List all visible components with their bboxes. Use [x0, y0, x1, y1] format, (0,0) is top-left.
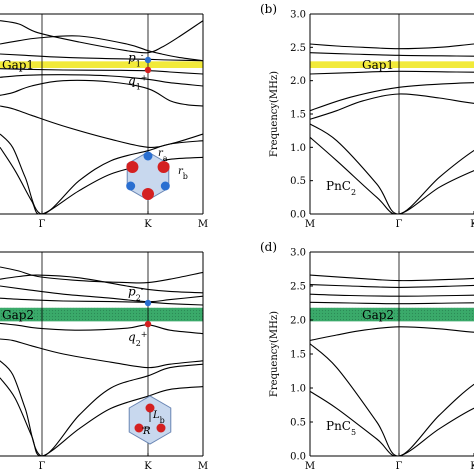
structure-label: PnC5	[326, 419, 356, 437]
panel-d: M Γ K 0.0 0.5 1.0 1.5 2.0 2.5 3.0 Frequency(MHz) (d…	[260, 240, 474, 472]
panel-c: Γ K M Gap2 p2- q2+ LbR	[0, 251, 208, 472]
y-tick-label: 2.0	[290, 316, 306, 327]
band-line-4	[310, 93, 474, 120]
gap-band	[310, 61, 474, 68]
gap-band	[310, 307, 474, 322]
trimer-scatterer	[156, 423, 166, 433]
band-line-6	[0, 360, 203, 456]
band-line-3	[0, 68, 203, 75]
trimer-scatterer	[134, 423, 144, 433]
band-line-2	[310, 293, 474, 297]
band-line-3	[310, 82, 474, 112]
large-scatterer	[142, 188, 154, 200]
mode-annotation: q1+	[128, 73, 147, 91]
band-line-1	[310, 52, 474, 57]
panel-b: M Γ K 0.0 0.5 1.0 1.5 2.0 2.5 3.0 Frequency(MHz) (b…	[260, 2, 474, 230]
trimer-scatterer	[145, 403, 155, 413]
band-line-6	[0, 105, 203, 148]
band-line-7	[0, 377, 203, 456]
panel-label: (b)	[260, 2, 277, 16]
y-tick-label: 1.5	[290, 350, 306, 361]
band-line-7	[0, 133, 203, 214]
band-line-3	[310, 301, 474, 305]
y-tick-label: 3.0	[290, 248, 306, 259]
gap-label: Gap1	[2, 58, 34, 72]
x-tick-label: M	[198, 219, 208, 230]
y-tick-label: 2.5	[290, 43, 306, 54]
band-line-3	[0, 297, 203, 306]
band-line-0	[310, 274, 474, 282]
band-line-1	[0, 274, 203, 294]
x-tick-label: Γ	[396, 461, 403, 472]
unit-cell-inset: LbR	[128, 395, 172, 445]
y-tick-label: 0.0	[290, 210, 306, 221]
small-scatterer	[160, 181, 170, 191]
mode-point	[144, 320, 152, 328]
y-tick-label: 1.0	[290, 384, 306, 395]
band-line-6	[310, 136, 474, 214]
gap-band	[0, 307, 203, 322]
x-tick-label: Γ	[396, 219, 403, 230]
x-tick-label: Γ	[39, 461, 46, 472]
mode-annotation: q2+	[128, 330, 147, 348]
gap-label: Gap2	[2, 308, 34, 322]
inset-label-r: R	[142, 426, 151, 437]
y-tick-label: 0.5	[290, 418, 306, 429]
band-line-2	[0, 285, 203, 303]
inset-label-lb: Lb	[152, 410, 165, 425]
band-line-0	[310, 43, 474, 50]
band-line-5	[0, 79, 203, 107]
mode-annotation: p1-	[128, 50, 144, 68]
y-tick-label: 3.0	[290, 10, 306, 21]
y-tick-label: 1.5	[290, 110, 306, 121]
y-tick-label: 0.0	[290, 452, 306, 463]
band-curves	[0, 266, 203, 456]
large-scatterer	[157, 161, 170, 173]
mode-point	[144, 299, 152, 307]
band-line-0	[0, 20, 203, 54]
inset-label-rb: rb	[178, 166, 188, 181]
small-scatterer	[143, 151, 153, 161]
band-line-4	[310, 326, 474, 341]
gap-label: Gap2	[362, 308, 394, 322]
band-line-8	[0, 147, 203, 214]
y-tick-label: 1.0	[290, 143, 306, 154]
band-line-2	[0, 53, 203, 62]
x-tick-label: M	[198, 461, 208, 472]
mode-point	[144, 66, 152, 74]
band-line-1	[310, 284, 474, 288]
x-tick-label: K	[470, 219, 474, 230]
large-scatterer	[126, 161, 139, 173]
band-line-4	[0, 74, 203, 87]
gap-label: Gap1	[362, 58, 394, 72]
y-tick-label: 0.5	[290, 176, 306, 187]
band-line-4	[0, 322, 203, 335]
x-tick-label: K	[470, 461, 474, 472]
band-line-5	[0, 338, 203, 369]
y-axis-label: Frequency(MHz)	[269, 311, 280, 397]
band-line-5	[310, 123, 474, 214]
band-line-1	[0, 35, 203, 62]
y-tick-label: 2.0	[290, 76, 306, 87]
structure-label: PnC2	[326, 179, 356, 197]
panel-label: (d)	[260, 240, 277, 254]
band-curves	[0, 20, 203, 214]
inset-label-ra: ra	[158, 148, 168, 163]
small-scatterer	[126, 181, 136, 191]
band-line-5	[310, 343, 474, 456]
x-tick-label: K	[144, 219, 152, 230]
mode-annotation: p2-	[128, 284, 144, 302]
gap-band	[0, 61, 203, 68]
mode-point	[144, 56, 152, 64]
x-tick-label: M	[305, 461, 315, 472]
x-tick-label: M	[305, 219, 315, 230]
y-axis-label: Frequency(MHz)	[269, 71, 280, 157]
x-tick-label: Γ	[39, 219, 46, 230]
x-tick-label: K	[144, 461, 152, 472]
y-tick-label: 2.5	[290, 282, 306, 293]
